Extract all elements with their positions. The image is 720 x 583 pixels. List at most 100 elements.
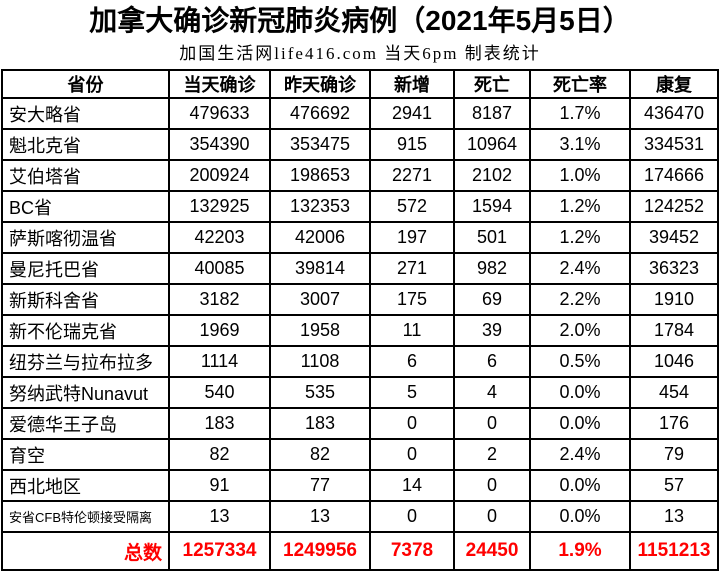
table-row: 曼尼托巴省 40085 39814 271 982 2.4% 36323 bbox=[1, 252, 719, 285]
province-cell: 曼尼托巴省 bbox=[1, 252, 170, 285]
value-cell: 11 bbox=[369, 314, 455, 347]
value-cell: 198653 bbox=[269, 159, 371, 192]
province-cell: 魁北克省 bbox=[1, 128, 170, 161]
value-cell: 39 bbox=[453, 314, 531, 347]
value-cell: 1784 bbox=[629, 314, 719, 347]
province-cell: 西北地区 bbox=[1, 469, 170, 502]
table-row: BC省 132925 132353 572 1594 1.2% 124252 bbox=[1, 190, 719, 223]
value-cell: 1.2% bbox=[529, 221, 631, 254]
value-cell: 540 bbox=[168, 376, 271, 409]
value-cell: 2941 bbox=[369, 97, 455, 130]
value-cell: 2.4% bbox=[529, 252, 631, 285]
value-cell: 0 bbox=[453, 407, 531, 440]
value-cell: 3.1% bbox=[529, 128, 631, 161]
value-cell: 132925 bbox=[168, 190, 271, 223]
value-cell: 354390 bbox=[168, 128, 271, 161]
value-cell: 42006 bbox=[269, 221, 371, 254]
value-cell: 132353 bbox=[269, 190, 371, 223]
value-cell: 13 bbox=[269, 500, 371, 533]
total-value: 24450 bbox=[453, 531, 531, 571]
value-cell: 501 bbox=[453, 221, 531, 254]
total-value: 1257334 bbox=[168, 531, 271, 571]
value-cell: 982 bbox=[453, 252, 531, 285]
value-cell: 436470 bbox=[629, 97, 719, 130]
value-cell: 2.4% bbox=[529, 438, 631, 471]
value-cell: 6 bbox=[453, 345, 531, 378]
table-row: 新不伦瑞克省 1969 1958 11 39 2.0% 1784 bbox=[1, 314, 719, 347]
value-cell: 2.2% bbox=[529, 283, 631, 316]
table-row: 艾伯塔省 200924 198653 2271 2102 1.0% 174666 bbox=[1, 159, 719, 192]
column-header: 省份 bbox=[1, 69, 170, 99]
value-cell: 5 bbox=[369, 376, 455, 409]
province-cell: 安省CFB特伦顿接受隔离 bbox=[1, 500, 170, 533]
value-cell: 1969 bbox=[168, 314, 271, 347]
value-cell: 1114 bbox=[168, 345, 271, 378]
value-cell: 1910 bbox=[629, 283, 719, 316]
value-cell: 454 bbox=[629, 376, 719, 409]
column-header: 当天确诊 bbox=[168, 69, 271, 99]
table-row: 安省CFB特伦顿接受隔离 13 13 0 0 0.0% 13 bbox=[1, 500, 719, 533]
table-row: 新斯科舍省 3182 3007 175 69 2.2% 1910 bbox=[1, 283, 719, 316]
value-cell: 0.5% bbox=[529, 345, 631, 378]
page-subtitle: 加国生活网life416.com 当天6pm 制表统计 bbox=[179, 44, 541, 63]
province-cell: 新不伦瑞克省 bbox=[1, 314, 170, 347]
value-cell: 271 bbox=[369, 252, 455, 285]
value-cell: 1.0% bbox=[529, 159, 631, 192]
province-cell: 艾伯塔省 bbox=[1, 159, 170, 192]
value-cell: 0.0% bbox=[529, 500, 631, 533]
value-cell: 479633 bbox=[168, 97, 271, 130]
column-header: 康复 bbox=[629, 69, 719, 99]
value-cell: 176 bbox=[629, 407, 719, 440]
value-cell: 183 bbox=[269, 407, 371, 440]
value-cell: 91 bbox=[168, 469, 271, 502]
value-cell: 0 bbox=[369, 407, 455, 440]
value-cell: 57 bbox=[629, 469, 719, 502]
table-row: 安大略省 479633 476692 2941 8187 1.7% 436470 bbox=[1, 97, 719, 130]
table-row: 萨斯喀彻温省 42203 42006 197 501 1.2% 39452 bbox=[1, 221, 719, 254]
value-cell: 39452 bbox=[629, 221, 719, 254]
value-cell: 334531 bbox=[629, 128, 719, 161]
value-cell: 14 bbox=[369, 469, 455, 502]
value-cell: 13 bbox=[629, 500, 719, 533]
value-cell: 42203 bbox=[168, 221, 271, 254]
value-cell: 4 bbox=[453, 376, 531, 409]
total-row: 总数 1257334 1249956 7378 24450 1.9% 1151213 bbox=[1, 531, 719, 571]
value-cell: 13 bbox=[168, 500, 271, 533]
page-root: 加拿大确诊新冠肺炎病例（2021年5月5日） 加国生活网life416.com … bbox=[0, 5, 720, 571]
table-row: 魁北克省 354390 353475 915 10964 3.1% 334531 bbox=[1, 128, 719, 161]
province-cell: 新斯科舍省 bbox=[1, 283, 170, 316]
total-label: 总数 bbox=[1, 531, 170, 571]
value-cell: 0 bbox=[369, 438, 455, 471]
value-cell: 175 bbox=[369, 283, 455, 316]
value-cell: 2271 bbox=[369, 159, 455, 192]
table-row: 西北地区 91 77 14 0 0.0% 57 bbox=[1, 469, 719, 502]
value-cell: 3182 bbox=[168, 283, 271, 316]
province-cell: 爱德华王子岛 bbox=[1, 407, 170, 440]
table-row: 努纳武特Nunavut 540 535 5 4 0.0% 454 bbox=[1, 376, 719, 409]
total-value: 1249956 bbox=[269, 531, 371, 571]
province-cell: 萨斯喀彻温省 bbox=[1, 221, 170, 254]
value-cell: 915 bbox=[369, 128, 455, 161]
value-cell: 1958 bbox=[269, 314, 371, 347]
header-row: 省份 当天确诊 昨天确诊 新增 死亡 死亡率 康复 bbox=[1, 69, 719, 99]
value-cell: 0 bbox=[369, 500, 455, 533]
province-cell: 育空 bbox=[1, 438, 170, 471]
column-header: 死亡 bbox=[453, 69, 531, 99]
total-value: 1.9% bbox=[529, 531, 631, 571]
value-cell: 2 bbox=[453, 438, 531, 471]
table-row: 育空 82 82 0 2 2.4% 79 bbox=[1, 438, 719, 471]
value-cell: 476692 bbox=[269, 97, 371, 130]
value-cell: 82 bbox=[269, 438, 371, 471]
value-cell: 77 bbox=[269, 469, 371, 502]
table-body: 安大略省 479633 476692 2941 8187 1.7% 436470 魁北克省 35… bbox=[1, 97, 719, 571]
value-cell: 183 bbox=[168, 407, 271, 440]
value-cell: 79 bbox=[629, 438, 719, 471]
value-cell: 174666 bbox=[629, 159, 719, 192]
value-cell: 0.0% bbox=[529, 469, 631, 502]
value-cell: 10964 bbox=[453, 128, 531, 161]
value-cell: 572 bbox=[369, 190, 455, 223]
covid-table: 省份 当天确诊 昨天确诊 新增 死亡 死亡率 康复 安大略省 479633 476692 2941… bbox=[1, 69, 719, 571]
value-cell: 1.2% bbox=[529, 190, 631, 223]
value-cell: 197 bbox=[369, 221, 455, 254]
value-cell: 36323 bbox=[629, 252, 719, 285]
